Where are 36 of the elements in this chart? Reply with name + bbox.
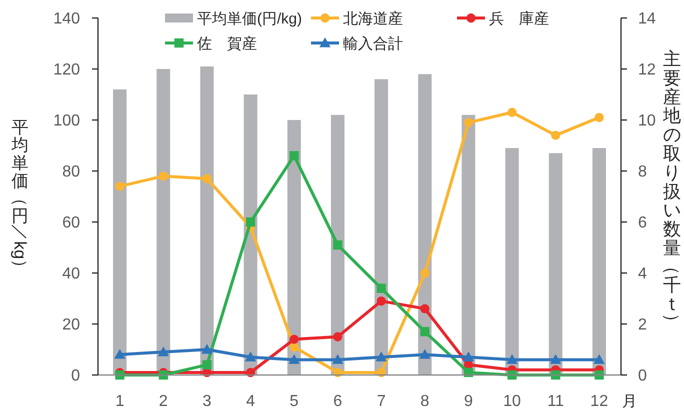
- y-tick-label: 100: [53, 112, 80, 130]
- y-tick-label: 40: [62, 266, 80, 282]
- y2-tick-label: 14: [638, 10, 656, 28]
- y-tick-label: 0: [71, 368, 80, 384]
- x-tick-label: 11: [547, 393, 564, 410]
- y2-tick-label: 6: [638, 214, 647, 232]
- x-tick-label: 5: [290, 393, 299, 410]
- x-tick-label: 6: [333, 393, 342, 410]
- y-tick-label: 80: [62, 164, 80, 180]
- x-tick-label: 10: [503, 393, 522, 410]
- x-tick-label: 12: [590, 393, 608, 410]
- y2-tick-label: 8: [638, 164, 647, 180]
- x-tick-label: 4: [246, 393, 256, 410]
- y-tick-label: 120: [53, 62, 80, 78]
- y2-tick-label: 0: [638, 368, 647, 384]
- x-tick-label: 9: [464, 393, 474, 410]
- x-tick-label: 7: [376, 393, 386, 410]
- x-tick-label: 3: [202, 393, 212, 410]
- y-tick-label: 140: [53, 10, 80, 28]
- x-tick-label: 1: [115, 393, 124, 410]
- y2-tick-label: 2: [638, 316, 647, 334]
- y-tick-label: 20: [62, 316, 80, 334]
- legend-label: 北海道産: [343, 10, 403, 28]
- legend-label: 輸入合計: [343, 36, 403, 52]
- legend-label: 佐 賀産: [197, 36, 257, 52]
- x-axis-title: 月: [622, 393, 637, 410]
- x-tick-label: 2: [158, 393, 168, 410]
- y2-tick-label: 12: [638, 62, 656, 78]
- y-tick-label: 60: [62, 214, 80, 232]
- y2-axis-title: 主要産地の取り扱い数量（千ｔ）: [662, 49, 682, 331]
- x-tick-label: 8: [420, 393, 430, 410]
- legend-label: 平均単価(円/kg): [197, 10, 302, 28]
- legend-label: 兵 庫産: [489, 10, 549, 28]
- y2-tick-label: 10: [638, 112, 656, 130]
- y-axis-title: 平均単価（円／kg）: [10, 118, 30, 276]
- y2-tick-label: 4: [638, 266, 647, 282]
